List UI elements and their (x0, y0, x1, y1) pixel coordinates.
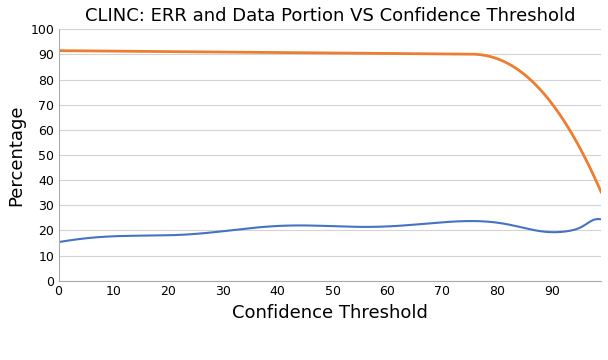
Data Portion (449, 52, 457, 56)
Data Portion (396, 51, 404, 56)
Data Portion (120, 49, 128, 53)
Error Reduction Rate (598, 217, 605, 221)
Error Reduction Rate (232, 228, 239, 232)
Line: Error Reduction Rate: Error Reduction Rate (58, 219, 601, 242)
X-axis label: Confidence Threshold: Confidence Threshold (232, 303, 428, 321)
Error Reduction Rate (120, 234, 128, 238)
Legend: Error Reduction Rate, Data Portion: Error Reduction Rate, Data Portion (282, 357, 595, 360)
Error Reduction Rate (270, 224, 277, 228)
Error Reduction Rate (449, 220, 457, 224)
Error Reduction Rate (55, 240, 62, 244)
Error Reduction Rate (595, 217, 602, 221)
Data Portion (270, 50, 277, 55)
Data Portion (55, 49, 62, 53)
Data Portion (598, 190, 605, 194)
Error Reduction Rate (446, 220, 454, 224)
Y-axis label: Percentage: Percentage (7, 104, 25, 206)
Data Portion (232, 50, 239, 54)
Title: CLINC: ERR and Data Portion VS Confidence Threshold: CLINC: ERR and Data Portion VS Confidenc… (85, 7, 575, 25)
Error Reduction Rate (396, 224, 404, 228)
Data Portion (446, 52, 454, 56)
Line: Data Portion: Data Portion (58, 51, 601, 192)
